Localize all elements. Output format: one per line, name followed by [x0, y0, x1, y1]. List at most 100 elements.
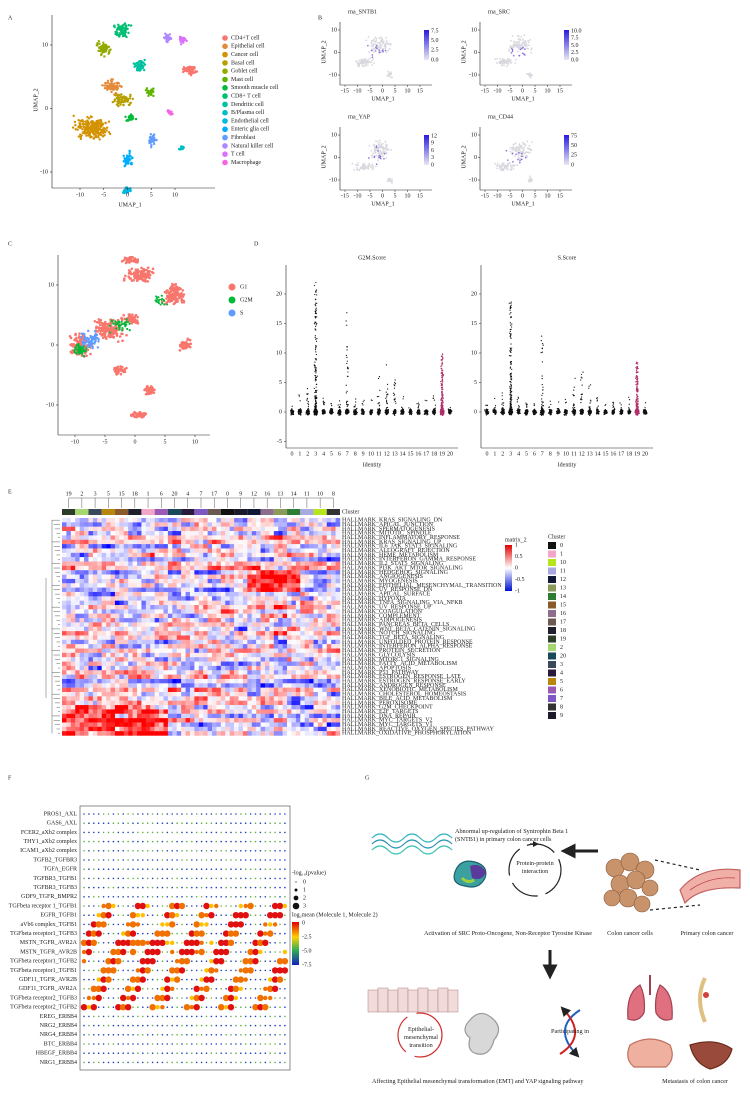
x-tick-label: 0 — [521, 88, 524, 94]
x-tick-label: 0 — [126, 192, 129, 198]
umap-point — [507, 159, 509, 161]
umap-point — [496, 57, 499, 60]
umap-point — [146, 280, 150, 283]
umap-point — [525, 43, 528, 46]
x-tick-label: -10 — [494, 88, 502, 94]
umap-point — [108, 331, 112, 334]
umap-point — [115, 103, 119, 106]
violin-point — [314, 349, 317, 351]
umap-point — [524, 144, 527, 147]
umap-point — [110, 319, 113, 322]
scale-label: 9 — [431, 141, 434, 147]
umap-point — [103, 46, 106, 49]
umap-point — [83, 132, 86, 135]
violin-point — [424, 399, 426, 401]
x-tick-label: 11 — [376, 451, 382, 457]
umap-point — [171, 284, 174, 288]
umap-point — [114, 86, 118, 89]
violin-point — [314, 304, 316, 306]
violin-point — [441, 403, 443, 405]
umap-point — [516, 50, 519, 53]
violin-point — [441, 369, 443, 371]
plot-title: G2M.Score — [358, 255, 386, 261]
umap-point — [112, 88, 116, 91]
umap-point — [121, 27, 124, 31]
umap-point — [109, 321, 112, 325]
umap-point — [124, 115, 127, 119]
x-tick-label: 0 — [134, 439, 137, 445]
umap-point — [379, 152, 382, 155]
umap-point — [380, 51, 382, 54]
violin-point — [346, 312, 348, 314]
umap-point — [94, 332, 97, 336]
violin-point — [393, 414, 396, 416]
umap-point — [380, 36, 382, 39]
umap-point — [95, 131, 98, 134]
x-tick-label: -10 — [71, 439, 79, 445]
umap-point — [181, 68, 185, 71]
umap-point — [385, 36, 388, 39]
umap-point — [517, 156, 520, 158]
umap-point — [169, 37, 173, 41]
umap-point — [101, 46, 104, 50]
umap-point — [370, 42, 373, 45]
x-tick-label: -10 — [354, 193, 362, 199]
x-axis-label: UMAP_1 — [371, 96, 394, 102]
umap-point — [376, 146, 379, 149]
scale-label: 0 — [571, 162, 574, 168]
umap-point — [146, 89, 150, 92]
violin-point — [369, 409, 372, 411]
y-tick-label: 15 — [276, 321, 282, 327]
violin-point — [315, 409, 317, 411]
umap-point — [117, 23, 120, 26]
umap-point — [384, 47, 387, 50]
umap-point — [188, 345, 192, 349]
violin-point — [315, 312, 317, 314]
umap-point — [518, 151, 520, 154]
violin-point — [315, 404, 317, 406]
umap-point — [385, 143, 388, 146]
umap-point — [377, 152, 380, 154]
umap-point — [131, 313, 134, 316]
umap-point — [108, 132, 112, 136]
violin-point — [441, 378, 443, 380]
umap-point — [114, 323, 118, 326]
violin-point — [322, 401, 324, 403]
umap-point — [125, 191, 128, 194]
umap-point — [150, 270, 154, 274]
legend-swatch — [222, 51, 228, 58]
umap-point — [166, 110, 170, 113]
umap-point — [508, 50, 511, 53]
umap-point — [371, 167, 374, 170]
violin-point — [337, 404, 339, 406]
violin-point — [307, 411, 309, 413]
y-tick-label: 20 — [471, 291, 477, 297]
x-tick-label: 0 — [521, 193, 524, 199]
umap-point — [77, 347, 80, 350]
umap-point — [172, 302, 176, 306]
violin-point — [346, 408, 349, 411]
umap-point — [77, 350, 81, 354]
umap-point — [522, 47, 525, 50]
umap-point — [120, 318, 124, 322]
umap-point — [501, 58, 504, 60]
umap-point — [152, 142, 156, 146]
umap-point — [381, 40, 384, 43]
violin-point — [433, 399, 436, 401]
violin-point — [292, 412, 294, 414]
y-tick-label: 10 — [331, 132, 337, 138]
x-tick-label: 17 — [423, 451, 429, 457]
violin-point — [432, 395, 434, 397]
scale-label: 50 — [571, 143, 577, 149]
y-tick-label: 0 — [474, 50, 477, 56]
violin-point — [434, 410, 436, 412]
violin-point — [323, 411, 326, 413]
umap-point — [79, 137, 83, 141]
umap-point — [181, 145, 184, 148]
violin-point — [377, 408, 379, 410]
umap-point — [373, 50, 375, 53]
umap-point — [123, 322, 126, 325]
umap-point — [140, 414, 143, 417]
umap-point — [120, 320, 123, 323]
umap-point — [82, 350, 85, 353]
